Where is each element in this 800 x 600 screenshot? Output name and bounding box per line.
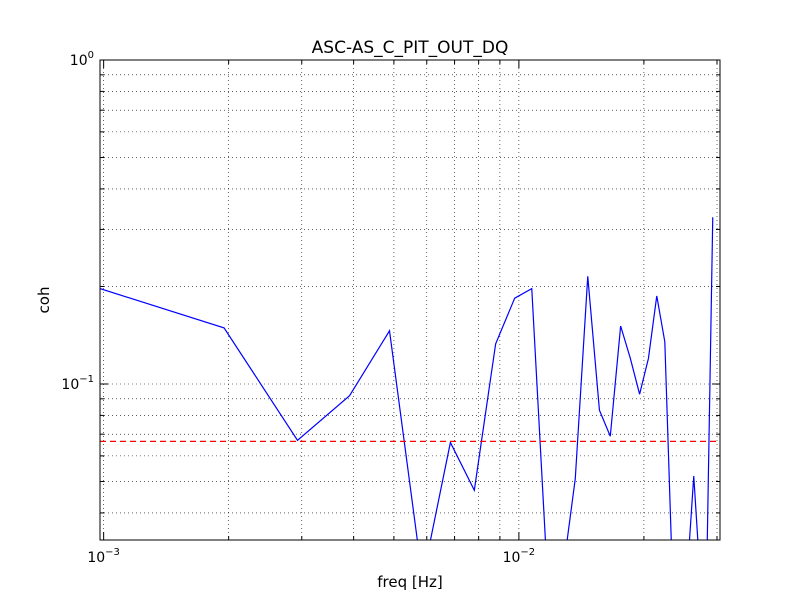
coherence-series-line <box>100 217 714 540</box>
tick-labels: 10−3 10−2 10−1 100 <box>61 50 535 566</box>
x-tick-label: 10−3 <box>87 547 120 566</box>
y-tick-label: 100 <box>70 50 94 69</box>
chart-title: ASC-AS_C_PIT_OUT_DQ <box>312 38 509 58</box>
x-tick-label: 10−2 <box>503 547 536 566</box>
x-axis-label: freq [Hz] <box>377 573 443 591</box>
plot-area <box>100 60 720 540</box>
ticks <box>100 59 720 540</box>
y-tick-label: 10−1 <box>61 374 94 393</box>
y-axis-label: coh <box>35 287 53 314</box>
series-layer <box>100 217 720 540</box>
plot-frame <box>99 59 721 541</box>
